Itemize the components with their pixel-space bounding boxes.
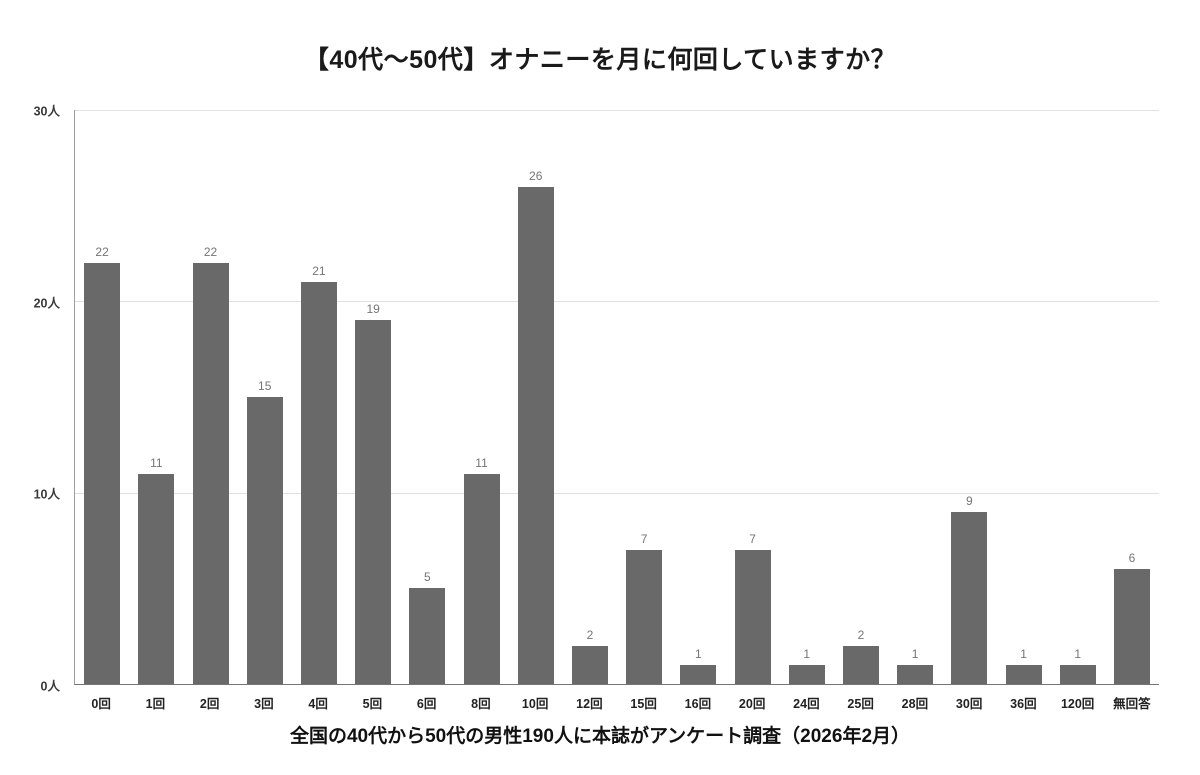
bar-group: 1 <box>996 110 1050 684</box>
bar <box>734 550 771 684</box>
bar-group: 19 <box>346 110 400 684</box>
bar-value-label: 2 <box>857 627 865 642</box>
x-axis-label: 0回 <box>91 697 111 711</box>
bar <box>84 263 121 684</box>
bar-group: 7 <box>617 110 671 684</box>
bar <box>626 550 663 684</box>
bar-group: 22 <box>75 110 129 684</box>
bar-value-label: 1 <box>911 646 919 661</box>
bar <box>680 664 717 684</box>
bar-group: 15 <box>238 110 292 684</box>
bar <box>409 588 446 684</box>
bar <box>355 320 392 684</box>
x-axis-label: 15回 <box>630 697 657 711</box>
x-axis-label: 5回 <box>362 697 383 711</box>
bar-value-label: 26 <box>529 168 543 183</box>
bar-group: 9 <box>942 110 996 684</box>
xlabels-row: 0回 1回 2回 3回 4回 5回 6回 8回 10回 12回 15回 16回 20回 24回 25回 28回… <box>74 685 1159 712</box>
x-axis-label: 4回 <box>308 697 328 711</box>
bar-group: 11 <box>129 110 183 684</box>
bar-group: 26 <box>509 110 563 684</box>
bar <box>842 645 879 684</box>
bar-value-label: 22 <box>95 245 109 260</box>
bar-value-label: 7 <box>640 532 648 547</box>
gridline <box>75 301 1159 303</box>
y-axis-tick: 30人 <box>33 104 60 119</box>
bar <box>192 263 229 684</box>
x-axis-label: 10回 <box>521 697 549 711</box>
gridline <box>75 492 1159 494</box>
bar <box>300 282 337 684</box>
x-axis-label: 8回 <box>471 697 491 711</box>
bar-value-label: 1 <box>1020 646 1027 661</box>
bar <box>897 664 934 684</box>
bar-group: 1 <box>780 110 834 684</box>
bar-group: 7 <box>725 110 779 684</box>
bar-value-label: 7 <box>749 532 756 547</box>
bar <box>138 473 175 684</box>
bar-group: 1 <box>1051 110 1105 684</box>
bar <box>1113 569 1150 684</box>
x-axis-label: 6回 <box>416 697 437 711</box>
x-axis-label: 24回 <box>793 697 820 711</box>
x-axis-label: 30回 <box>955 697 983 711</box>
bars-row: 22 11 22 15 21 19 5 11 26 2 7 1 7 1 2 1 9 1 1 6 <box>75 110 1159 684</box>
bar-value-label: 1 <box>694 646 702 661</box>
bar <box>463 473 500 684</box>
bar-value-label: 21 <box>312 264 326 279</box>
bar <box>788 664 825 684</box>
x-axis-label: 無回答 <box>1113 697 1151 711</box>
y-axis-tick: 0人 <box>40 679 60 694</box>
gridline <box>75 110 1159 111</box>
bar-value-label: 5 <box>423 570 431 585</box>
bar-value-label: 15 <box>258 379 272 393</box>
bar-group: 2 <box>563 110 617 684</box>
bar-group: 11 <box>454 110 508 684</box>
bar <box>517 186 554 684</box>
bar-value-label: 22 <box>203 245 218 260</box>
x-axis-label: 20回 <box>738 697 766 711</box>
chart-subtitle: 全国の40代から50代の男性190人に本誌がアンケート調査（2026年2月） <box>289 726 911 747</box>
bar-group: 6 <box>1105 110 1159 684</box>
plot-area: 22 11 22 15 21 19 5 11 26 2 7 1 7 1 2 1 9 1 1 6 <box>74 110 1159 685</box>
bar-value-label: 2 <box>586 627 594 642</box>
bar-value-label: 11 <box>475 455 488 470</box>
x-axis-label: 1回 <box>145 697 166 711</box>
bar <box>951 511 988 684</box>
x-axis-label: 28回 <box>901 697 929 711</box>
bar <box>1005 664 1042 684</box>
bar-group: 5 <box>400 110 454 684</box>
bar-group: 21 <box>292 110 346 684</box>
x-axis-label: 120回 <box>1060 697 1095 711</box>
bar <box>571 645 608 684</box>
x-axis-label: 3回 <box>254 697 274 711</box>
bar-value-label: 6 <box>1128 551 1136 566</box>
bar-value-label: 19 <box>366 302 380 317</box>
x-axis-label: 12回 <box>576 697 603 711</box>
x-axis-label: 36回 <box>1010 697 1037 711</box>
bar-group: 2 <box>834 110 888 684</box>
bar-value-label: 11 <box>150 455 163 470</box>
bar-group: 1 <box>888 110 942 684</box>
x-axis-label: 25回 <box>847 697 874 711</box>
bar-value-label: 9 <box>966 493 973 508</box>
bar-group: 22 <box>183 110 237 684</box>
bar-value-label: 1 <box>803 646 811 661</box>
bar-group: 1 <box>671 110 725 684</box>
x-axis-label: 2回 <box>199 697 220 711</box>
y-axis: 30人 20人 10人 0人 <box>0 105 66 694</box>
y-axis-tick: 10人 <box>33 487 60 502</box>
y-axis-tick: 20人 <box>33 296 60 311</box>
chart-title: 【40代～50代】オナニーを月に何回していますか？ <box>303 46 897 74</box>
bar <box>246 397 283 684</box>
x-axis-label: 16回 <box>684 697 712 711</box>
bar-value-label: 1 <box>1074 646 1082 661</box>
bar <box>1059 664 1096 684</box>
